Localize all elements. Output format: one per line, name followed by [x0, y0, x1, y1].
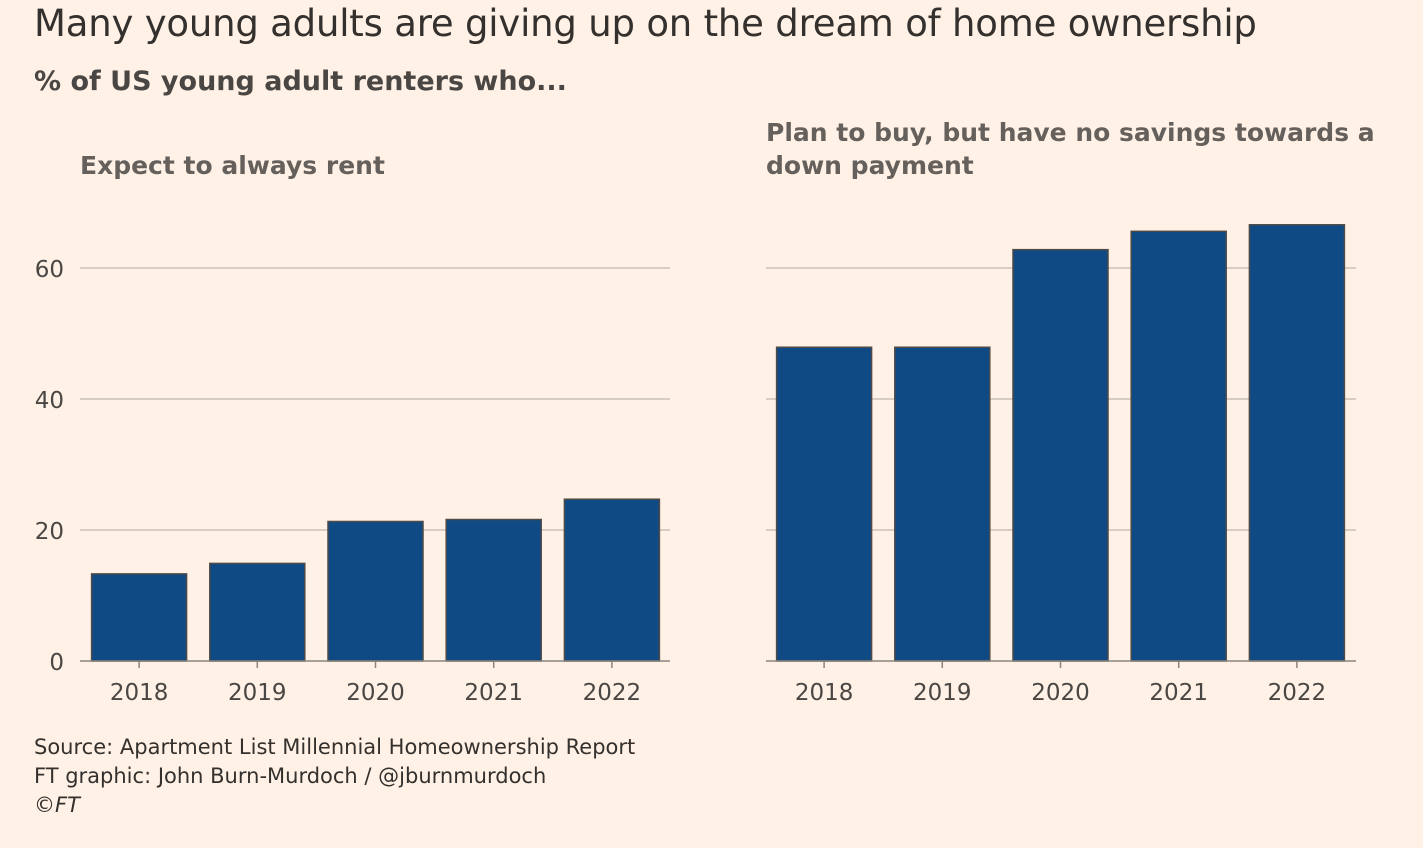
panel-title-expect-to-rent: Expect to always rent [80, 151, 385, 180]
chart-title: Many young adults are giving up on the d… [34, 2, 1257, 45]
copyright-text: ©FT [34, 793, 80, 817]
bar-2021-panel-1 [1130, 230, 1227, 662]
x-tick-label-2020-panel-1: 2020 [1031, 680, 1090, 706]
bar-2020-panel-1 [1012, 248, 1109, 662]
y-tick-label-40: 40 [35, 388, 64, 414]
source-text: Source: Apartment List Millennial Homeow… [34, 735, 636, 759]
chart-subtitle: % of US young adult renters who... [34, 66, 567, 97]
y-tick-label-20: 20 [35, 519, 64, 545]
x-tick-label-2021-panel-0: 2021 [464, 680, 523, 706]
y-tick-label-0: 0 [49, 650, 64, 676]
panel-title-plan-to-buy: Plan to buy, but have no savings towards… [766, 118, 1375, 180]
bar-2018-panel-1 [775, 346, 873, 662]
x-tick-label-2018-panel-0: 2018 [110, 680, 169, 706]
bar-2021-panel-0 [445, 518, 542, 662]
x-tick-label-2022-panel-1: 2022 [1268, 680, 1327, 706]
x-tick-label-2018-panel-1: 2018 [795, 680, 854, 706]
bar-2022-panel-0 [563, 498, 661, 662]
bar-2020-panel-0 [327, 520, 424, 662]
x-tick-label-2019-panel-1: 2019 [913, 680, 972, 706]
bar-2019-panel-0 [209, 562, 306, 662]
source-notes: Source: Apartment List Millennial Homeow… [34, 733, 635, 820]
bar-2019-panel-1 [894, 346, 991, 662]
bar-2018-panel-0 [90, 573, 188, 662]
credit-text: FT graphic: John Burn-Murdoch / @jburnmu… [34, 764, 547, 788]
x-tick-label-2020-panel-0: 2020 [346, 680, 405, 706]
bar-2022-panel-1 [1248, 224, 1346, 662]
x-tick-label-2021-panel-1: 2021 [1149, 680, 1208, 706]
y-tick-label-60: 60 [35, 257, 64, 283]
x-tick-label-2022-panel-0: 2022 [583, 680, 642, 706]
x-tick-label-2019-panel-0: 2019 [228, 680, 287, 706]
